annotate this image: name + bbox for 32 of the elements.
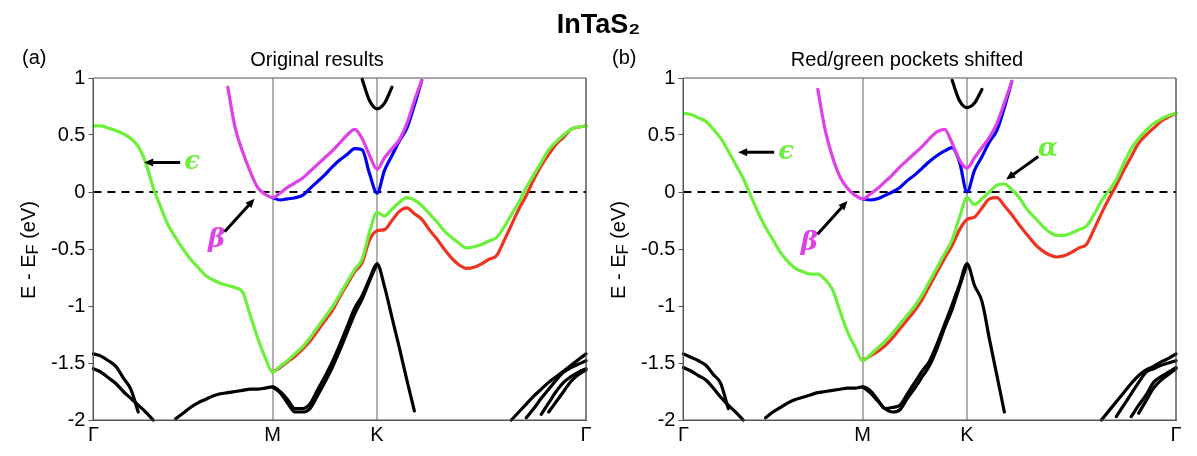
y-tick-label: -2: [67, 407, 86, 430]
x-tick-label: Γ: [87, 422, 99, 445]
y-tick-label: -0.5: [50, 236, 86, 259]
annotation: α: [1038, 132, 1059, 163]
y-tick-label: 0.5: [57, 122, 86, 145]
x-tick-label: Γ: [1170, 422, 1182, 445]
y-tick-label: 0.5: [647, 122, 676, 145]
y-tick-label: -1.5: [50, 350, 86, 373]
x-tick-label: M: [854, 422, 871, 445]
y-tick-label: 0: [74, 179, 86, 202]
y-tick-label: 0: [664, 179, 676, 202]
annotation: ϵ: [184, 145, 201, 176]
chart-title: Original results: [250, 47, 384, 70]
x-tick-label: Γ: [677, 422, 689, 445]
chart-title: Red/green pockets shifted: [790, 47, 1024, 70]
y-tick-label: 1: [74, 65, 86, 88]
y-tick-label: 1: [664, 65, 676, 88]
annotation: ϵ: [778, 134, 795, 165]
x-tick-label: Γ: [580, 422, 592, 445]
chart-subtitle: (b): [612, 45, 637, 68]
y-tick-label: -1: [657, 293, 676, 316]
y-tick-label: -1: [67, 293, 86, 316]
chart-subtitle: (a): [22, 45, 47, 68]
annotation: β: [799, 225, 819, 256]
x-tick-label: M: [264, 422, 281, 445]
text: InTaS₂: [555, 8, 642, 40]
y-tick-label: -2: [657, 407, 676, 430]
y-tick-label: -1.5: [640, 350, 676, 373]
y-tick-label: -0.5: [640, 236, 676, 259]
x-tick-label: K: [370, 422, 385, 445]
annotation: β: [206, 223, 226, 254]
x-tick-label: K: [960, 422, 975, 445]
